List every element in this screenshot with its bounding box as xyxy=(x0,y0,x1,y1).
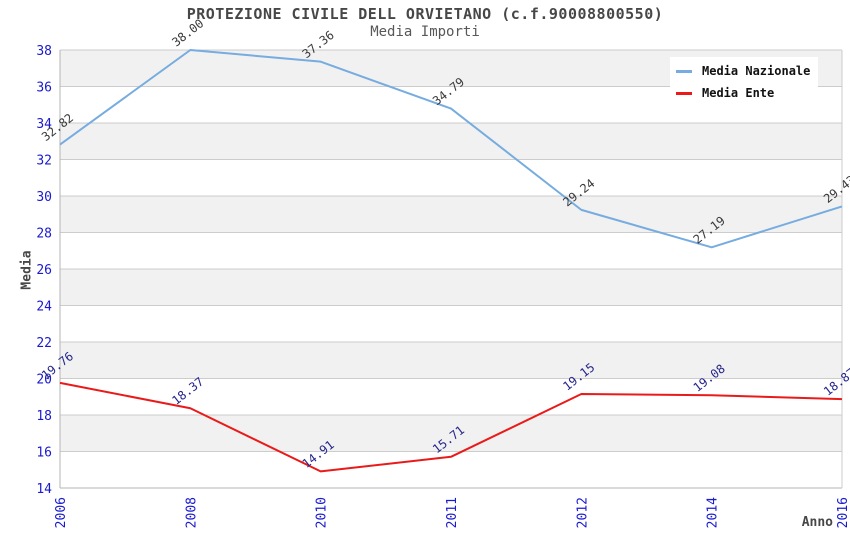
y-tick-label: 22 xyxy=(36,336,52,351)
x-tick-label: 2011 xyxy=(445,497,460,528)
y-tick-label: 24 xyxy=(36,300,52,315)
y-tick-label: 28 xyxy=(36,227,52,242)
legend-dash-icon xyxy=(676,91,692,95)
x-tick-label: 2008 xyxy=(184,497,199,528)
x-tick-label: 2012 xyxy=(575,497,590,528)
legend: Media Nazionale Media Ente xyxy=(670,57,818,108)
x-tick-label: 2016 xyxy=(836,497,850,528)
y-tick-label: 14 xyxy=(36,482,52,497)
data-point-label: 18.37 xyxy=(169,374,206,407)
legend-item-media-ente: Media Ente xyxy=(676,82,818,104)
x-tick-label: 2010 xyxy=(315,497,330,528)
legend-dash-icon xyxy=(676,69,692,73)
series-line xyxy=(59,381,843,473)
y-tick-label: 36 xyxy=(36,81,52,96)
y-tick-label: 26 xyxy=(36,263,52,278)
legend-label: Media Ente xyxy=(702,86,775,100)
y-tick-label: 32 xyxy=(36,154,52,169)
plot-band xyxy=(60,269,842,306)
series-line xyxy=(59,49,843,249)
plot-band xyxy=(60,123,842,160)
y-tick-label: 34 xyxy=(36,117,52,132)
x-tick-label: 2014 xyxy=(706,497,721,528)
y-tick-label: 30 xyxy=(36,190,52,205)
legend-label: Media Nazionale xyxy=(702,64,811,78)
y-tick-label: 38 xyxy=(36,44,52,59)
x-tick-label: 2006 xyxy=(54,497,69,528)
y-tick-label: 16 xyxy=(36,446,52,461)
chart-title: PROTEZIONE CIVILE DELL ORVIETANO (c.f.90… xyxy=(186,5,664,23)
data-point-label: 29.43 xyxy=(821,173,850,206)
chart-subtitle: Media Importi xyxy=(370,24,480,40)
y-axis-title: Media xyxy=(19,250,35,290)
y-tick-label: 18 xyxy=(36,409,52,424)
legend-item-media-nazionale: Media Nazionale xyxy=(676,60,818,82)
plot-band xyxy=(60,415,842,452)
y-tick-label: 20 xyxy=(36,373,52,388)
data-point-label: 38.00 xyxy=(169,16,206,49)
x-axis-title: Anno xyxy=(801,515,833,530)
plot-band xyxy=(60,196,842,233)
plot-band xyxy=(60,342,842,379)
